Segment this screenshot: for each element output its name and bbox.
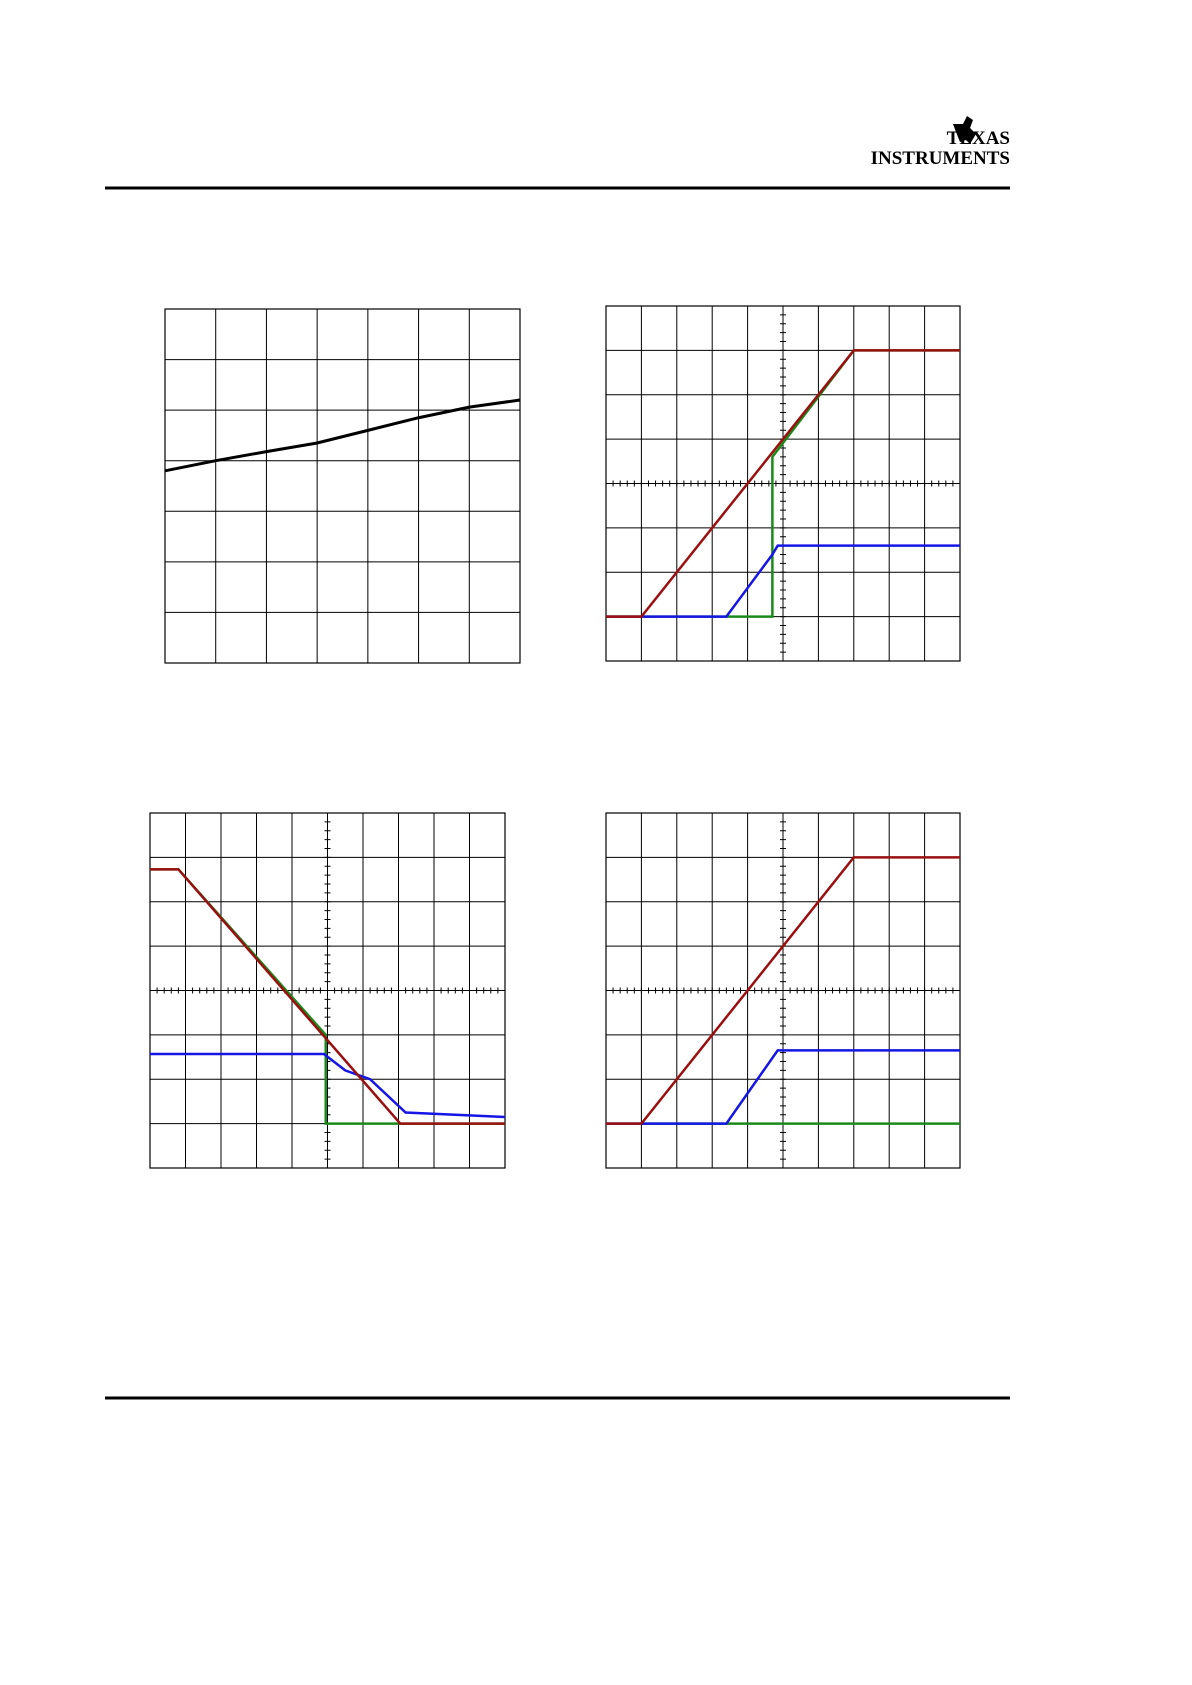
plot-frame	[605, 812, 961, 1169]
data-line	[606, 349, 960, 618]
plot-frame	[164, 308, 521, 664]
ti-logo-icon	[953, 116, 976, 144]
plot-frame	[605, 305, 961, 662]
data-line	[606, 1049, 960, 1125]
logo-line2: INSTRUMENTS	[871, 148, 1010, 169]
charts	[149, 305, 961, 1169]
data-line	[606, 544, 960, 618]
data-line	[164, 398, 521, 473]
data-line	[606, 856, 960, 1125]
plot-frame	[149, 812, 506, 1169]
logo-line1: TEXAS	[947, 128, 1010, 149]
data-line	[150, 868, 505, 1125]
